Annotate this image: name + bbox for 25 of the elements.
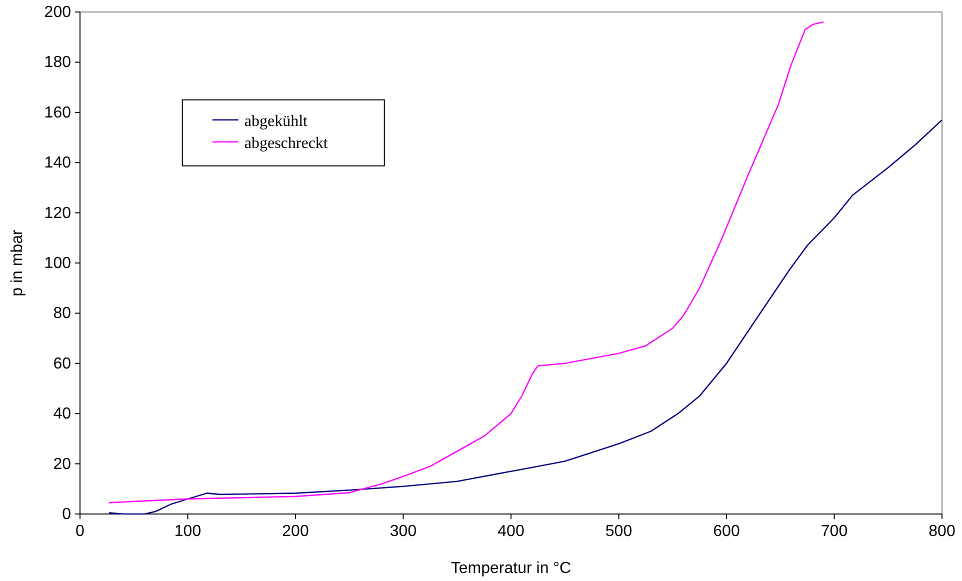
y-tick-label: 200: [44, 4, 72, 21]
y-tick-label: 100: [44, 255, 72, 272]
x-tick-label: 700: [820, 523, 848, 540]
x-tick-label: 200: [282, 523, 309, 540]
y-tick-label: 60: [53, 355, 72, 372]
y-axis-title: p in mbar: [9, 228, 26, 296]
x-tick-label: 800: [928, 523, 956, 540]
y-tick-label: 160: [44, 104, 72, 122]
x-tick-label: 400: [498, 523, 524, 540]
y-tick-label: 0: [62, 506, 72, 523]
legend-label: abgeschreckt: [244, 134, 328, 152]
y-tick-label: 180: [44, 54, 72, 72]
x-tick-label: 500: [605, 523, 632, 540]
y-tick-label: 140: [44, 154, 72, 172]
x-axis-title: Temperatur in °C: [450, 560, 572, 577]
legend-label: abgekühlt: [244, 112, 308, 130]
x-tick-label: 0: [76, 523, 85, 540]
x-tick-label: 100: [174, 523, 202, 540]
y-tick-label: 40: [53, 406, 72, 423]
x-tick-label: 300: [390, 523, 417, 540]
line-series: [108, 21, 824, 504]
y-tick-label: 120: [44, 204, 72, 222]
y-tick-label: 80: [53, 305, 72, 322]
y-tick-label: 20: [53, 456, 72, 473]
x-tick-label: 600: [713, 523, 740, 540]
